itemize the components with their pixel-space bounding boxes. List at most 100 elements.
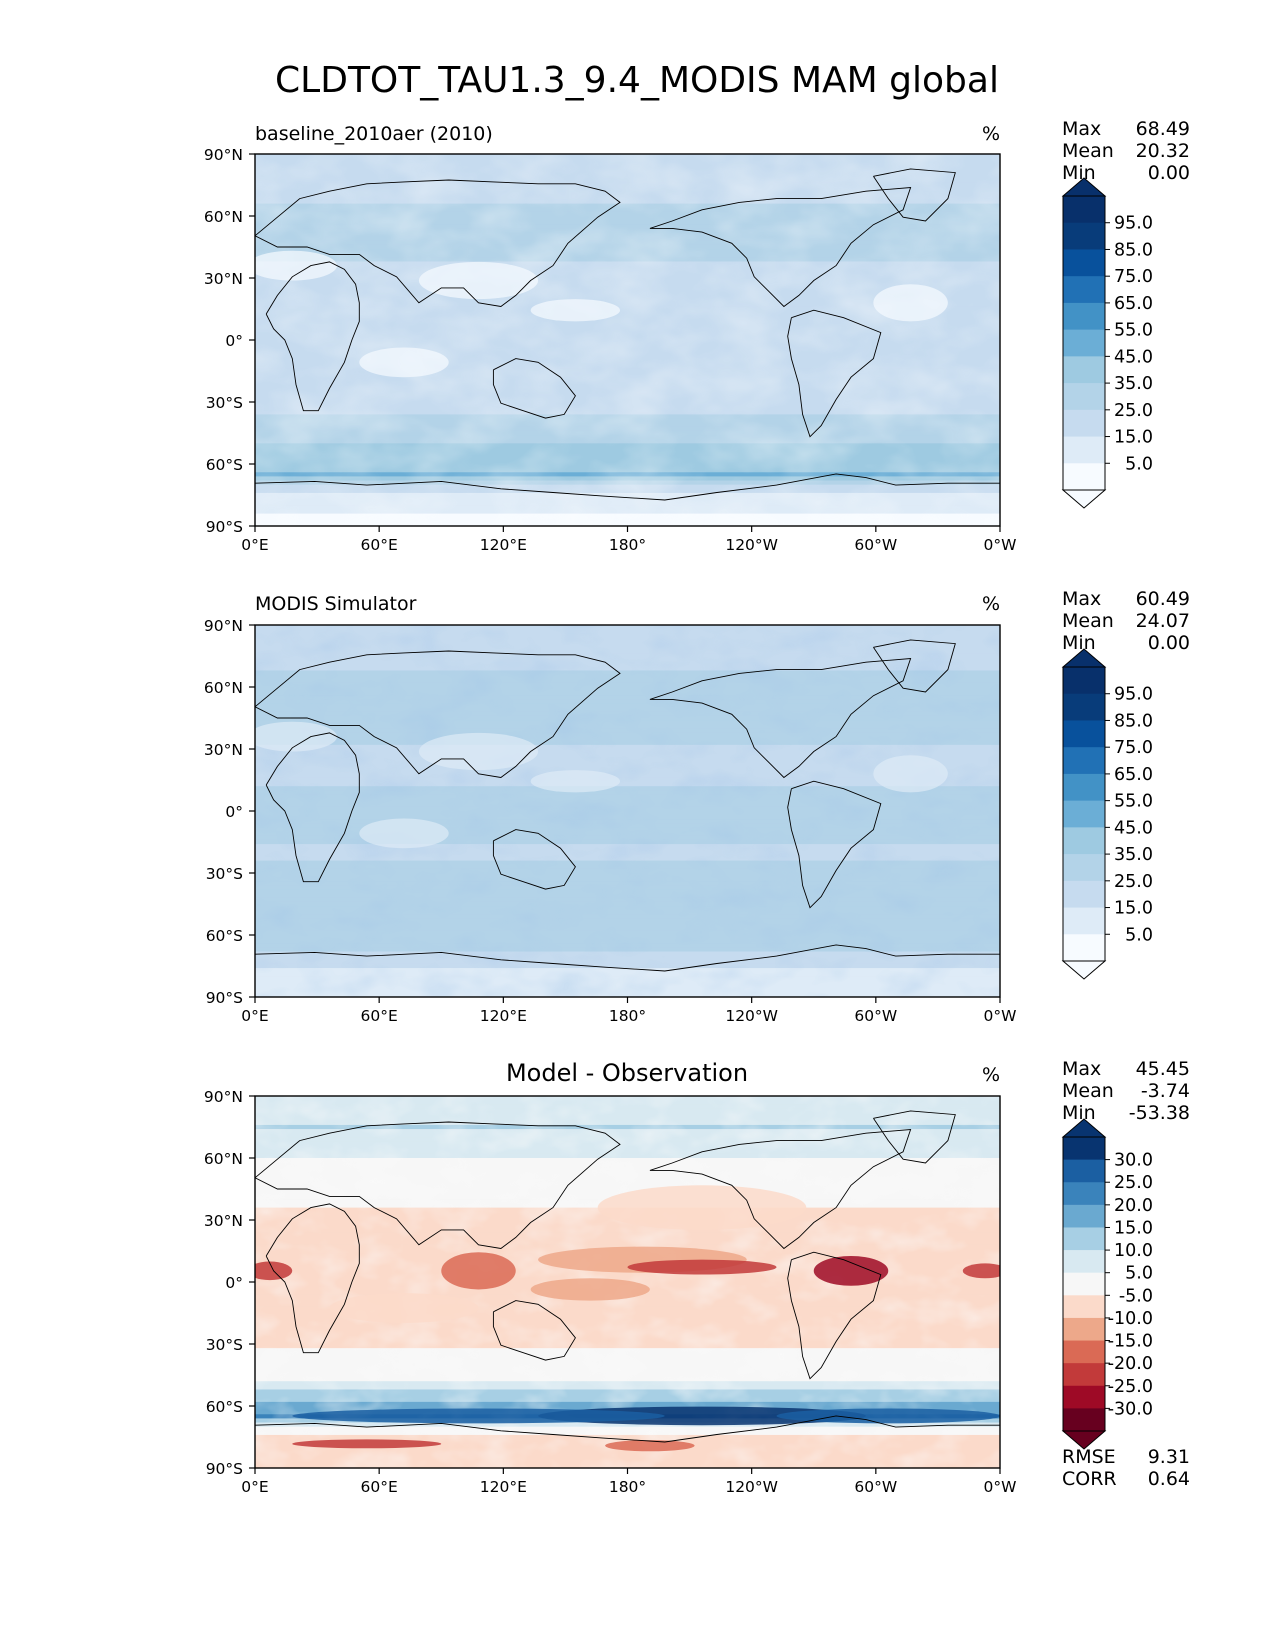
x-tick-label: 120°E	[480, 1007, 527, 1025]
colorbar-segment	[1063, 1159, 1105, 1183]
colorbar-label: 55.0	[1114, 321, 1153, 341]
metric-rmse-label: RMSE	[1062, 1446, 1116, 1468]
colorbar-segment	[1063, 880, 1105, 909]
colorbar-segment	[1063, 1227, 1105, 1251]
colorbar-segment	[1063, 383, 1105, 411]
colorbar-label: 30.0	[1114, 1151, 1153, 1171]
axis-ticks: 0°E 60°E 120°E 180° 120°W 60°W 0°W 90°N 60°N 30°N…	[204, 617, 1017, 1025]
anomaly-patch	[292, 1408, 665, 1424]
stat-min-value: 0.00	[1148, 632, 1190, 654]
coastline	[649, 186, 912, 308]
stats-block: Max 60.49 Mean 24.07 Min 0.00	[1062, 588, 1190, 654]
field-patch	[530, 299, 621, 322]
colorbar-segment	[1063, 934, 1105, 962]
y-tick-label: 90°N	[204, 1088, 243, 1106]
x-tick-label: 60°W	[854, 1007, 897, 1025]
colorbar-frame	[1062, 195, 1106, 491]
stat-max-value: 60.49	[1136, 588, 1190, 610]
panel-model-minus-obs: Model - Observation % 0°E 60°E 120°E 180° 12…	[204, 1058, 1190, 1496]
field-patch	[359, 347, 449, 378]
x-tick-label: 60°W	[854, 1478, 897, 1496]
colorbar-segment	[1063, 1250, 1105, 1274]
y-tick-label: 0°	[225, 332, 243, 350]
colorbar-frame	[1062, 1136, 1106, 1432]
x-tick-label: 180°	[609, 1478, 646, 1496]
colorbar-label: 75.0	[1114, 738, 1153, 758]
colorbar-segment	[1063, 302, 1105, 331]
colorbar-segment	[1063, 800, 1105, 828]
anomaly-patch	[441, 1252, 516, 1290]
colorbar-segment	[1063, 1363, 1105, 1387]
y-tick-label: 30°N	[204, 1212, 243, 1230]
colorbar-segment	[1063, 1340, 1105, 1364]
stat-mean-label: Mean	[1062, 140, 1114, 162]
stat-max-label: Max	[1062, 588, 1101, 610]
axis-ticks: 0°E 60°E 120°E 180° 120°W 60°W 0°W 90°N 60°N 30°N…	[204, 146, 1017, 554]
coastline	[265, 261, 360, 412]
colorbar-label: 35.0	[1114, 845, 1153, 865]
colorbar-label: -15.0	[1108, 1332, 1153, 1352]
colorbar-label: 20.0	[1114, 1196, 1153, 1216]
stat-max-value: 45.45	[1136, 1058, 1190, 1080]
colorbar-label: -30.0	[1108, 1399, 1153, 1419]
field-patch	[873, 755, 948, 793]
stat-max-label: Max	[1062, 1058, 1101, 1080]
colorbar-segment	[1063, 249, 1105, 277]
field-patch	[418, 732, 539, 771]
x-tick-label: 60°E	[361, 1478, 398, 1496]
colorbar-segment	[1063, 827, 1105, 855]
colorbar-label: 25.0	[1114, 401, 1153, 421]
field-patch	[418, 261, 539, 300]
stat-mean-value: -3.74	[1141, 1080, 1190, 1102]
y-tick-label: 30°S	[206, 865, 243, 883]
figure-title: CLDTOT_TAU1.3_9.4_MODIS MAM global	[275, 60, 999, 101]
colorbar-label: 25.0	[1114, 1173, 1153, 1193]
colorbar-label: 10.0	[1114, 1241, 1153, 1261]
colorbar-segment	[1063, 409, 1105, 438]
coastline	[255, 650, 621, 778]
coastline	[265, 1203, 360, 1354]
y-tick-label: 60°N	[204, 679, 243, 697]
colorbar-label: -10.0	[1108, 1309, 1153, 1329]
colorbar-label: 45.0	[1114, 347, 1153, 367]
colorbar-segment	[1063, 1204, 1105, 1228]
panel-units: %	[982, 1064, 1000, 1086]
coastline	[492, 1300, 576, 1361]
colorbar-label: 85.0	[1114, 711, 1153, 731]
metrics-block: RMSE 9.31 CORR 0.64	[1062, 1446, 1190, 1490]
colorbar-label: 65.0	[1114, 294, 1153, 314]
coastline	[265, 732, 360, 883]
field-patch	[255, 250, 337, 281]
x-tick-label: 120°W	[725, 1007, 778, 1025]
stat-min-value: 0.00	[1148, 162, 1190, 184]
metric-corr-value: 0.64	[1148, 1468, 1190, 1490]
panel-modis-simulator: MODIS Simulator % 0°E 60°E 120°E 180° 120°W 6…	[204, 588, 1190, 1025]
map-texture	[255, 154, 1000, 526]
colorbar-segment	[1063, 720, 1105, 748]
x-tick-label: 60°E	[361, 1007, 398, 1025]
y-tick-label: 60°N	[204, 208, 243, 226]
stat-max-value: 68.49	[1136, 118, 1190, 140]
y-tick-label: 30°N	[204, 270, 243, 288]
colorbar-extend-min	[1061, 960, 1107, 980]
stat-mean-value: 20.32	[1136, 140, 1190, 162]
anomaly-patch	[329, 1293, 479, 1323]
colorbar-label: 15.0	[1114, 1218, 1153, 1238]
y-tick-label: 90°S	[206, 1460, 243, 1478]
stat-min-label: Min	[1062, 1102, 1096, 1124]
x-tick-label: 0°W	[984, 1478, 1017, 1496]
anomaly-patch	[962, 1263, 1000, 1279]
colorbar-segment	[1063, 356, 1105, 384]
field-patch	[255, 721, 337, 752]
map-plot-area	[254, 624, 1001, 998]
field-patch	[359, 818, 449, 849]
coastline	[255, 473, 1000, 501]
y-tick-label: 30°S	[206, 394, 243, 412]
stat-mean-value: 24.07	[1136, 610, 1190, 632]
stat-mean-label: Mean	[1062, 1080, 1114, 1102]
coastline	[649, 1128, 912, 1250]
colorbar-label: 5.0	[1125, 454, 1153, 474]
map-plot-area	[254, 1095, 1001, 1469]
x-tick-label: 0°W	[984, 1007, 1017, 1025]
coastline	[255, 179, 621, 307]
